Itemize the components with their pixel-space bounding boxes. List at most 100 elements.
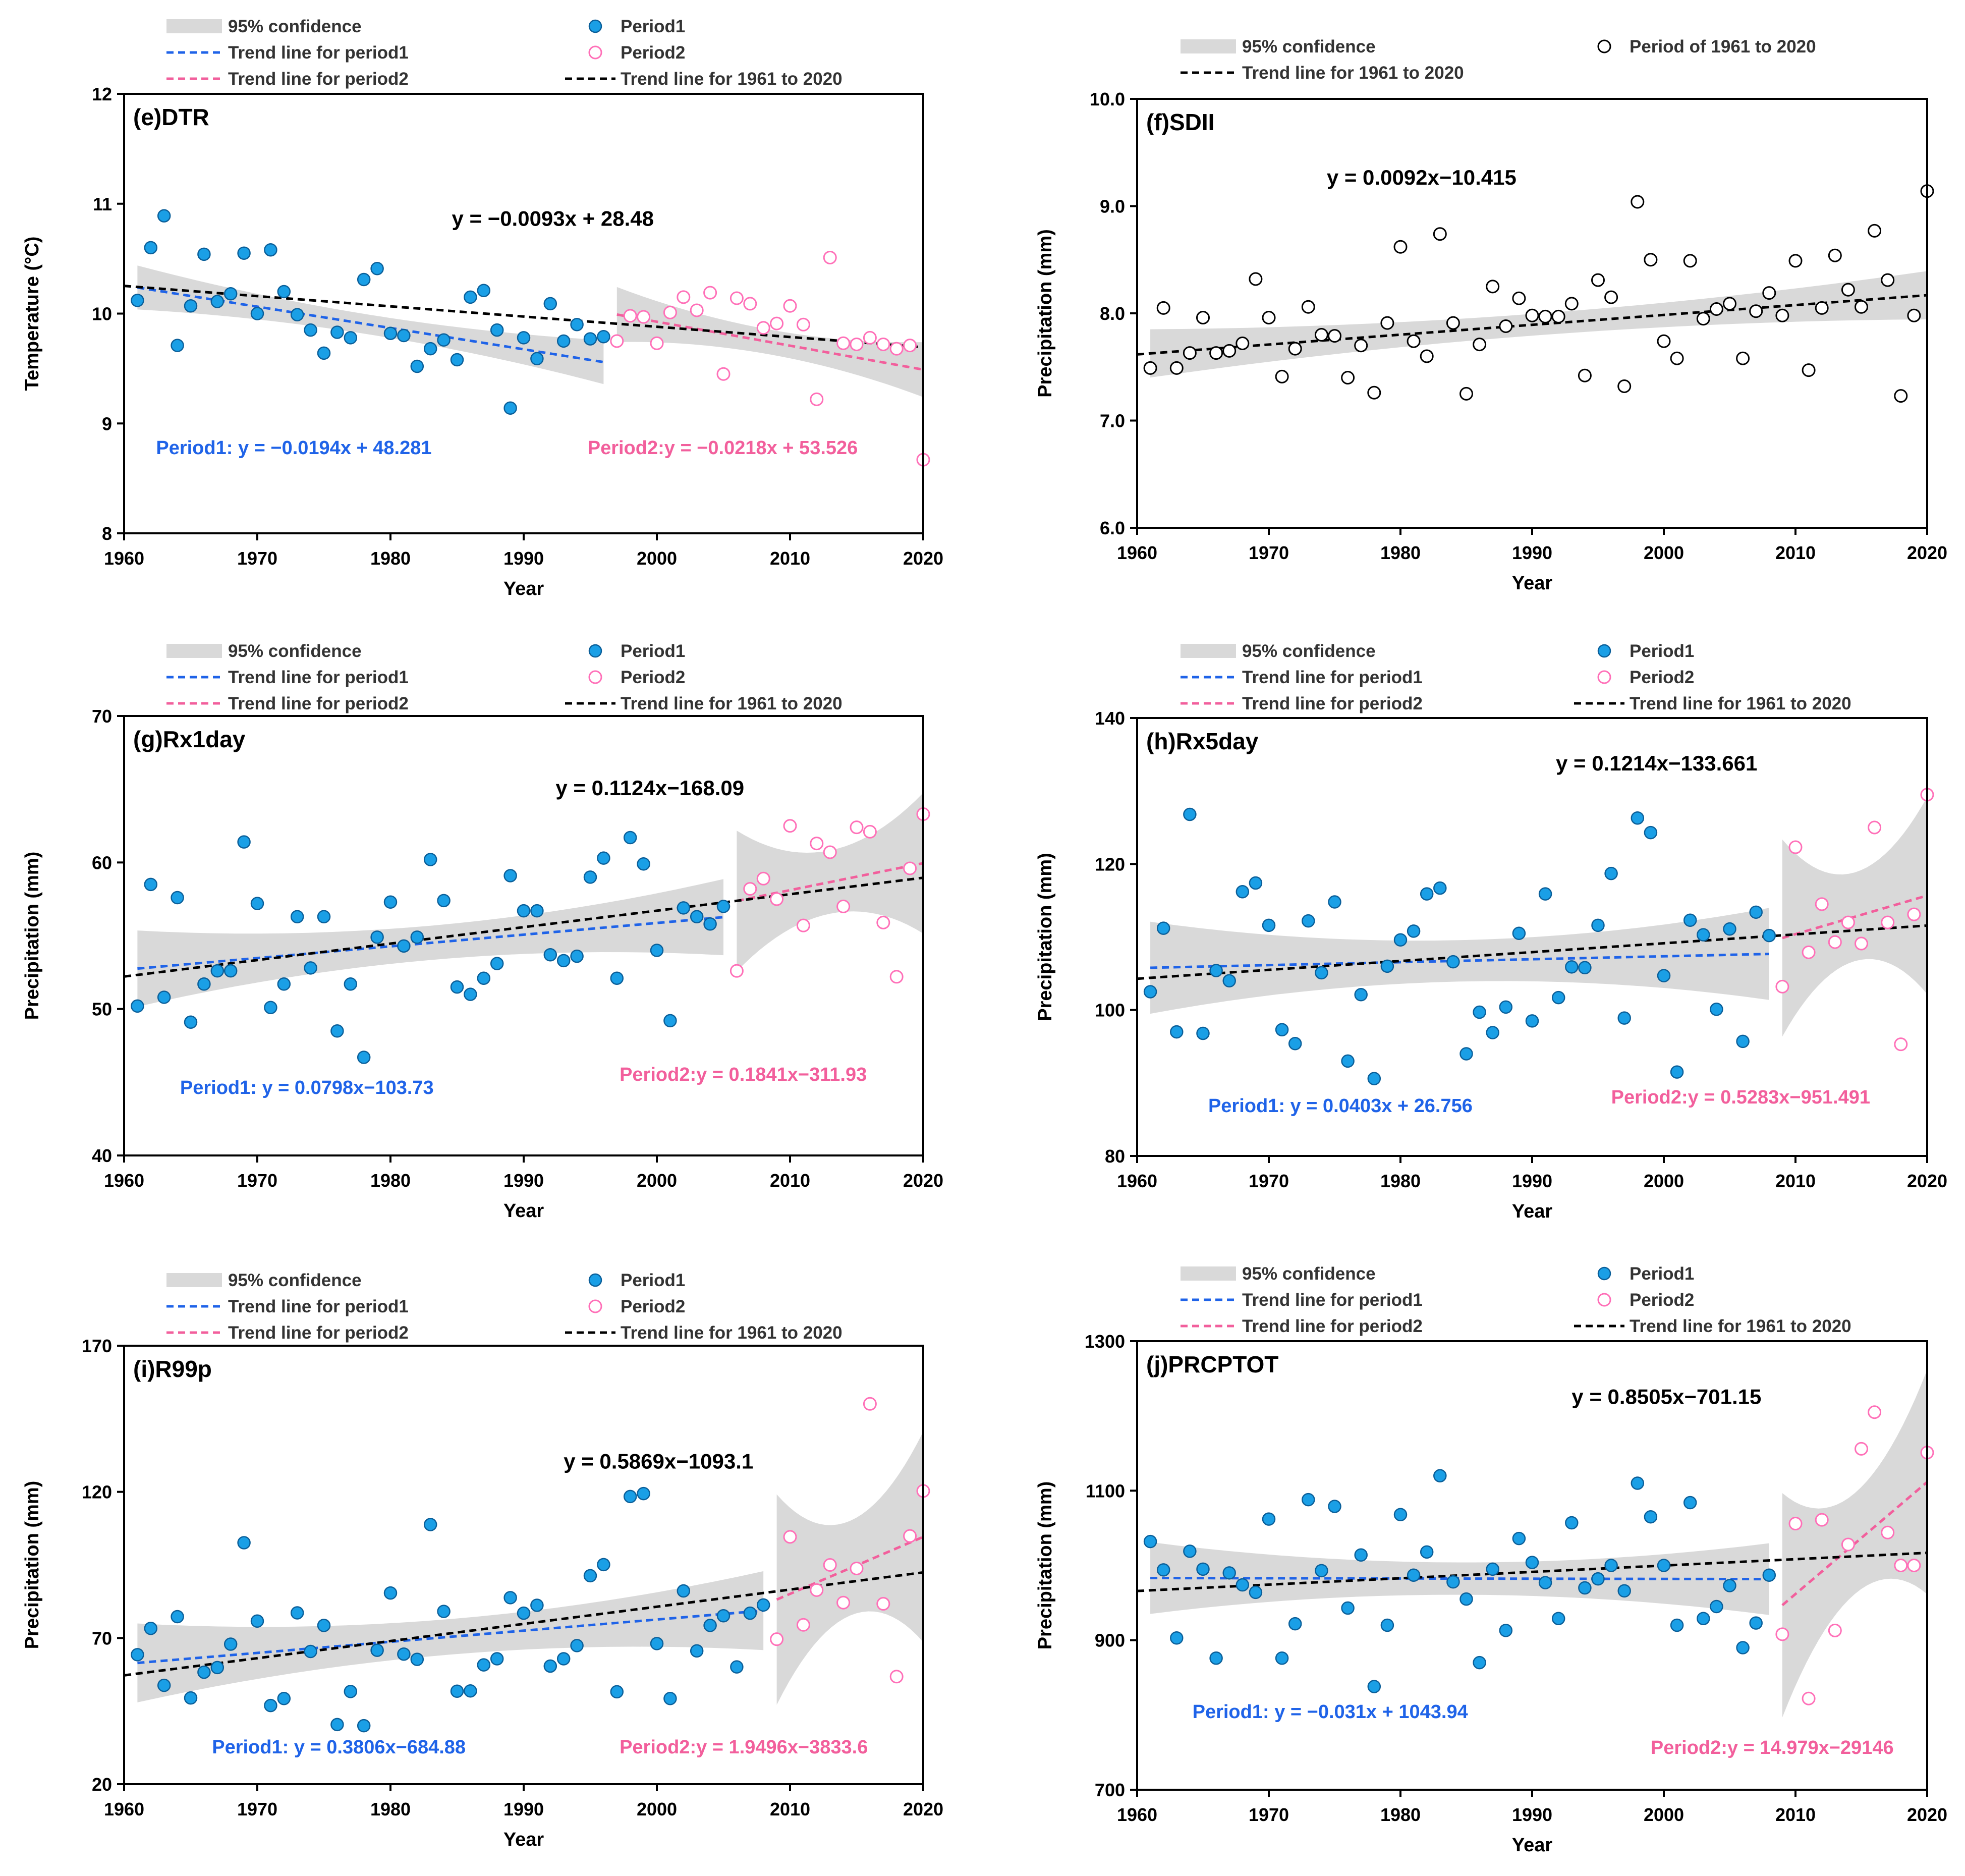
legend-label-period2: Period2 [621,43,685,63]
data-point-period1 [610,1685,624,1699]
data-point-period1 [304,1644,317,1659]
data-point-period2 [716,367,731,381]
data-point-all [1249,272,1263,286]
data-point-all [1538,309,1552,323]
legend-label-trend-period1: Trend line for period1 [1242,668,1423,687]
data-point-period1 [1736,1641,1750,1654]
data-point-period1 [144,877,158,892]
x-tick-label: 2000 [637,1170,677,1191]
trend-line-period2 [1782,894,1927,940]
equation-1961-2020: y = 0.8505x−701.15 [1571,1385,1761,1408]
data-point-all [1775,308,1789,322]
data-point-period1 [543,948,557,962]
y-tick-label: 700 [1095,1780,1125,1800]
y-tick-label: 80 [1105,1146,1125,1167]
data-point-period1 [1420,887,1434,901]
y-axis-label: Precipitation (mm) [1035,1481,1056,1650]
equation-1961-2020: y = 0.0092x−10.415 [1327,165,1517,189]
data-point-period1 [357,1051,371,1064]
data-point-period2 [663,305,677,319]
data-point-period1 [1288,1617,1302,1631]
data-point-period2 [729,291,744,305]
trend-line-period1 [137,1609,764,1665]
data-point-period1 [597,1558,610,1572]
data-point-period1 [1446,1575,1460,1589]
data-point-period1 [1354,988,1368,1002]
data-point-period1 [184,299,198,313]
data-point-period1 [1262,918,1276,932]
data-point-period1 [543,297,557,311]
data-point-period2 [770,892,784,906]
data-point-period1 [610,971,624,985]
data-point-period1 [1631,1476,1645,1490]
x-tick-label: 1960 [104,1170,144,1191]
data-point-all [1670,351,1684,365]
data-point-period1 [1591,1572,1605,1586]
data-point-period1 [304,323,317,337]
data-point-period2 [889,1670,904,1684]
data-point-period2 [823,845,837,859]
data-point-period1 [1644,825,1658,840]
data-point-period2 [876,915,890,929]
data-point-period1 [503,1591,517,1605]
data-point-period1 [370,261,384,275]
y-axis-label: Precipitation (mm) [1035,229,1056,398]
data-point-period1 [1538,887,1552,901]
legend-label-period2: Period2 [1630,668,1694,687]
legend-label-period1: Period1 [621,1271,685,1290]
equation-period2: Period2:y = 1.9496x−3833.6 [620,1737,868,1758]
data-point-period1 [250,897,264,910]
data-point-all [1683,254,1697,268]
x-axis-label: Year [503,1829,544,1850]
x-tick-label: 1970 [237,1799,277,1819]
legend-label-trend-period2: Trend line for period2 [228,69,409,89]
y-tick-label: 120 [1095,854,1125,874]
data-point-period1 [264,1001,277,1015]
data-point-period1 [131,1648,144,1662]
trend-line-1961-2020 [124,876,923,978]
data-point-period1 [1736,1034,1750,1049]
data-point-period1 [637,857,650,871]
data-point-period1 [1407,1568,1421,1582]
data-point-period1 [1551,1612,1565,1625]
equation-period1: Period1: y = −0.031x + 1043.94 [1193,1701,1468,1723]
data-point-period1 [490,1652,504,1666]
data-point-period2 [637,310,651,324]
data-point-period1 [703,917,717,931]
data-point-all [1393,240,1408,254]
data-point-all [1156,301,1170,315]
x-axis-label: Year [503,578,544,599]
data-point-all [1881,273,1895,287]
trend-line-1961-2020 [124,285,923,349]
x-tick-label: 1980 [1380,1171,1421,1191]
data-point-period1 [703,1619,717,1632]
legend: 95% confidence Trend line for period1 Tren… [166,17,843,89]
data-point-period1 [464,1684,477,1698]
legend-label-confidence: 95% confidence [228,17,362,36]
data-point-period1 [1354,1548,1368,1562]
legend-label-period1: Period1 [1630,1264,1694,1284]
data-point-period1 [1288,1036,1302,1051]
y-tick-label: 170 [82,1336,112,1356]
legend-label-confidence: 95% confidence [1242,37,1376,57]
y-tick-label: 1100 [1086,1480,1125,1501]
data-point-period1 [530,352,544,366]
data-point-all [1380,316,1394,330]
panel-f: 1960 1970 1980 1990 2000 2010 2020 6.0 7.0 8.0 9.0… [1035,37,1947,594]
data-point-period1 [663,1014,677,1028]
data-point-period1 [344,977,358,991]
data-point-all [1551,309,1565,323]
data-point-period1 [1644,1510,1658,1524]
data-point-all [1709,302,1723,316]
legend: 95% confidence Trend line for period1 Tren… [166,641,843,713]
data-point-period2 [1788,840,1803,854]
data-point-period1 [663,1692,677,1705]
data-point-all [1868,224,1882,238]
y-tick-label: 70 [92,706,112,727]
data-point-period1 [317,910,331,924]
data-point-period2 [756,321,770,335]
data-point-all [1486,280,1500,294]
data-point-period2 [863,330,877,345]
plot-area [1137,1369,1927,1718]
equation-period1: Period1: y = 0.3806x−684.88 [212,1737,466,1758]
